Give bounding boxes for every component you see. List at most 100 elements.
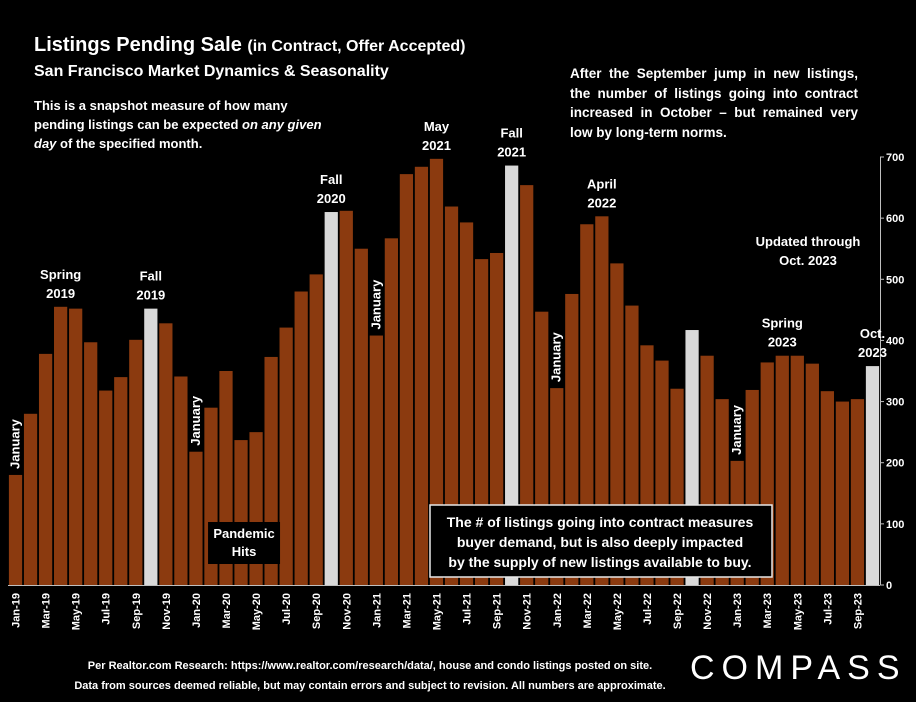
bar-Dec-19: [174, 376, 188, 585]
footer-source: Per Realtor.com Research: https://www.re…: [87, 660, 653, 672]
bar-Sep-19: [129, 339, 143, 585]
annotation-Apr-23-line2: 2023: [768, 335, 797, 350]
x-tick-label-Jul-22: Jul-22: [642, 593, 654, 625]
bar-Apr-19: [54, 306, 68, 585]
x-tick-label-Nov-22: Nov-22: [702, 593, 714, 630]
callout-line3: by the supply of new listings available …: [448, 554, 751, 570]
x-tick-label-Sep-20: Sep-20: [311, 593, 323, 629]
x-tick-label-Jan-22: Jan-22: [552, 593, 564, 628]
x-tick-label-Mar-20: Mar-20: [221, 593, 233, 628]
bar-Feb-21: [384, 238, 398, 585]
annotation-Oct-19-line1: Fall: [140, 269, 162, 284]
x-tick-label-Jan-20: Jan-20: [191, 593, 203, 628]
x-tick-label-Jul-19: Jul-19: [101, 593, 113, 625]
x-tick-label-Jul-23: Jul-23: [822, 593, 834, 625]
annotation-Apr-19-line2: 2019: [46, 286, 75, 301]
bar-Mar-21: [399, 174, 414, 585]
y-tick-label-600: 600: [886, 213, 904, 225]
annotation-Oct-21-line1: Fall: [500, 126, 522, 141]
compass-logo: COMPASS: [690, 649, 907, 687]
x-tick-label-May-20: May-20: [251, 593, 263, 630]
x-tick-label-Jan-23: Jan-23: [732, 593, 744, 628]
x-tick-label-Mar-19: Mar-19: [41, 593, 53, 628]
bar-Sep-23: [850, 399, 865, 585]
annotation-Oct-23-line1: Oct.: [860, 326, 885, 341]
callout-box: [429, 504, 773, 578]
bar-Apr-21: [414, 166, 429, 586]
bar-Aug-20: [294, 291, 308, 585]
x-tick-label-Jul-20: Jul-20: [281, 593, 293, 625]
bar-Jan-20: [189, 451, 203, 585]
y-tick-label-300: 300: [886, 397, 904, 409]
bar-Aug-23: [835, 401, 850, 585]
bar-Apr-23: [775, 355, 789, 585]
x-tick-label-Mar-21: Mar-21: [401, 593, 413, 628]
chart-title: Listings Pending Sale (in Contract, Offe…: [34, 34, 465, 57]
annotation-Oct-20-line2: 2020: [317, 191, 346, 206]
annotation-Apr-22-line2: 2022: [587, 195, 616, 210]
annotation-Oct-20-line1: Fall: [320, 172, 342, 187]
x-tick-label-Sep-23: Sep-23: [852, 593, 864, 629]
annotation-Oct-23-line2: 2023: [858, 345, 887, 360]
x-tick-label-May-22: May-22: [612, 593, 624, 630]
updated-through-line2: Oct. 2023: [779, 253, 837, 268]
x-tick-label-Nov-19: Nov-19: [161, 593, 173, 630]
annotation-Oct-21-line2: 2021: [497, 145, 526, 160]
note-left-a: This is a snapshot measure of how many p…: [34, 98, 288, 132]
bar-Nov-21: [520, 185, 534, 585]
bar-Jan-19: [8, 474, 23, 585]
x-tick-label-Jul-21: Jul-21: [462, 593, 474, 625]
annotation-january-Jan-23: January: [729, 404, 744, 455]
x-tick-label-Sep-22: Sep-22: [672, 593, 684, 629]
callout-line2: buyer demand, but is also deeply impacte…: [457, 534, 743, 550]
annotation-january-Jan-22: January: [549, 331, 564, 382]
annotation-january-Jan-19: January: [8, 418, 23, 469]
y-tick-label-200: 200: [886, 458, 904, 470]
bar-Jul-20: [279, 327, 293, 585]
bar-Aug-19: [114, 377, 128, 585]
bar-Oct-21: [505, 165, 519, 585]
note-right: After the September jump in new listings…: [570, 66, 858, 140]
y-tick-label-100: 100: [886, 519, 904, 531]
annotation-May-21-line1: May: [424, 119, 450, 134]
bar-Sep-20: [309, 274, 323, 585]
x-tick-label-Jan-21: Jan-21: [371, 593, 383, 628]
x-tick-label-May-19: May-19: [71, 593, 83, 630]
y-tick-label-400: 400: [886, 335, 904, 347]
x-tick-label-Sep-19: Sep-19: [131, 593, 143, 629]
bar-Dec-20: [354, 248, 368, 585]
bar-May-19: [69, 308, 83, 585]
callout-line1: The # of listings going into contract me…: [447, 514, 754, 530]
x-tick-label-Nov-20: Nov-20: [341, 593, 353, 630]
x-tick-label-Sep-21: Sep-21: [492, 593, 504, 629]
bar-Jun-19: [84, 342, 98, 585]
pandemic-label-box: [208, 522, 281, 564]
bar-Jul-23: [820, 391, 834, 585]
bar-Sep-21: [490, 252, 504, 585]
bar-Feb-19: [23, 413, 38, 585]
annotation-Apr-23-line1: Spring: [762, 316, 803, 331]
x-tick-label-May-23: May-23: [792, 593, 804, 630]
annotation-january-Jan-21: January: [368, 279, 383, 330]
bar-Oct-20: [324, 212, 338, 585]
bar-Jul-21: [459, 222, 474, 585]
bar-Apr-22: [595, 216, 609, 585]
annotation-Oct-19-line2: 2019: [136, 288, 165, 303]
bar-Mar-22: [580, 224, 594, 585]
bar-Jun-23: [805, 363, 819, 585]
bar-Jul-19: [99, 390, 113, 585]
bar-Oct-23: [865, 366, 880, 585]
x-tick-label-Mar-22: Mar-22: [582, 593, 594, 628]
bar-May-21: [429, 158, 444, 585]
annotation-Apr-22-line1: April: [587, 176, 617, 191]
x-tick-label-Nov-21: Nov-21: [522, 593, 534, 630]
footer-disclaimer: Data from sources deemed reliable, but m…: [74, 680, 666, 692]
bar-Jun-21: [444, 206, 459, 586]
title-paren: (in Contract, Offer Accepted): [247, 38, 466, 55]
title-main: Listings Pending Sale: [34, 34, 242, 56]
x-tick-label-Mar-23: Mar-23: [762, 593, 774, 628]
annotation-May-21-line2: 2021: [422, 138, 451, 153]
bar-May-23: [790, 355, 804, 585]
x-tick-label-May-21: May-21: [431, 593, 443, 630]
